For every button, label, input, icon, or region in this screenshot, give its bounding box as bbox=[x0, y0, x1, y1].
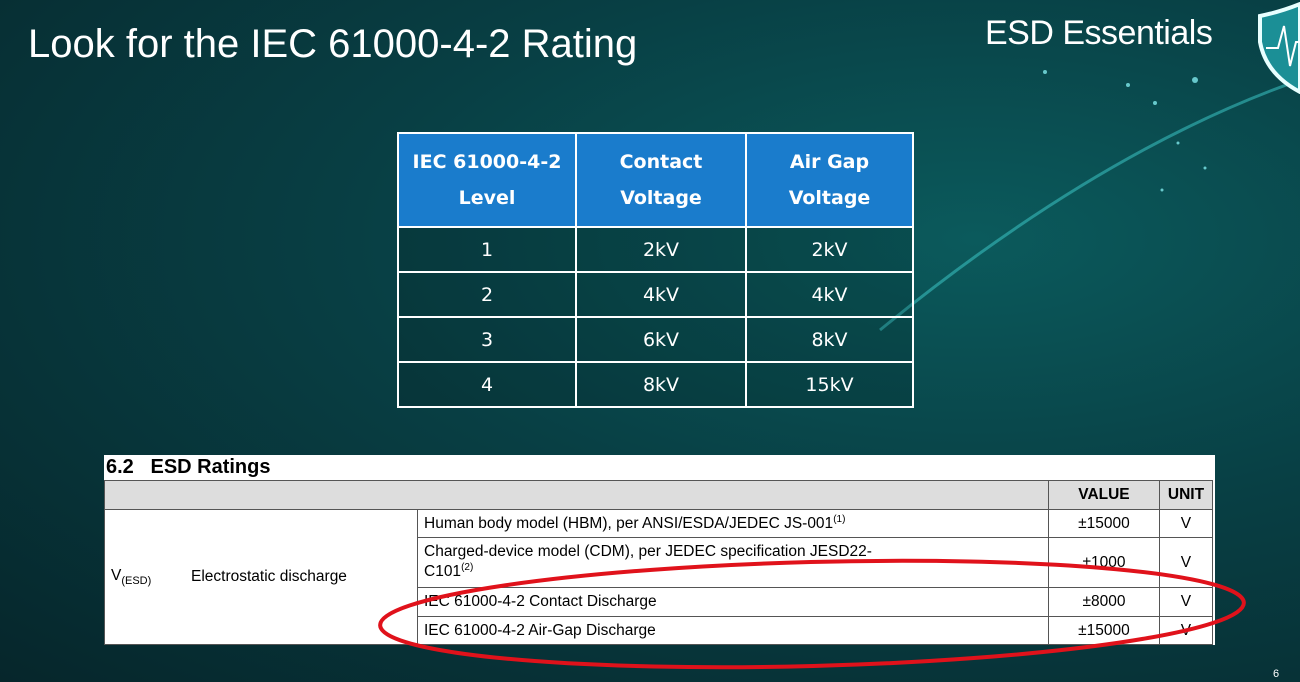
table-row: 3 6kV 8kV bbox=[397, 316, 914, 363]
brand-name: ESD Essentials bbox=[985, 14, 1213, 52]
page-number: 6 bbox=[1273, 668, 1280, 680]
header-value: VALUE bbox=[1047, 480, 1160, 510]
header-unit: UNIT bbox=[1158, 480, 1214, 510]
shield-heartbeat-logo-icon bbox=[1258, 2, 1300, 94]
esd-ratings-table: VALUE UNIT V(ESD) Electrostatic discharg… bbox=[104, 480, 1214, 645]
table-row: 1 2kV 2kV bbox=[397, 226, 914, 273]
parameter: Electrostatic discharge bbox=[185, 509, 418, 645]
header-contact-voltage: Contact Voltage bbox=[575, 132, 747, 228]
section-title: 6.2 ESD Ratings bbox=[106, 456, 271, 478]
header-level: IEC 61000-4-2 Level bbox=[397, 132, 577, 228]
symbol: V(ESD) bbox=[104, 509, 185, 645]
datasheet-esd-ratings: 6.2 ESD Ratings VALUE UNIT V(ESD) Electr… bbox=[104, 455, 1215, 645]
iec-level-table: IEC 61000-4-2 Level Contact Voltage Air Ga… bbox=[397, 132, 914, 408]
table-row: V(ESD) Electrostatic discharge Human bod… bbox=[104, 509, 1214, 645]
header-air-gap-voltage: Air Gap Voltage bbox=[745, 132, 914, 228]
table-row: 2 4kV 4kV bbox=[397, 271, 914, 318]
table-row: 4 8kV 15kV bbox=[397, 361, 914, 408]
slide-title: Look for the IEC 61000-4-2 Rating bbox=[28, 22, 638, 66]
